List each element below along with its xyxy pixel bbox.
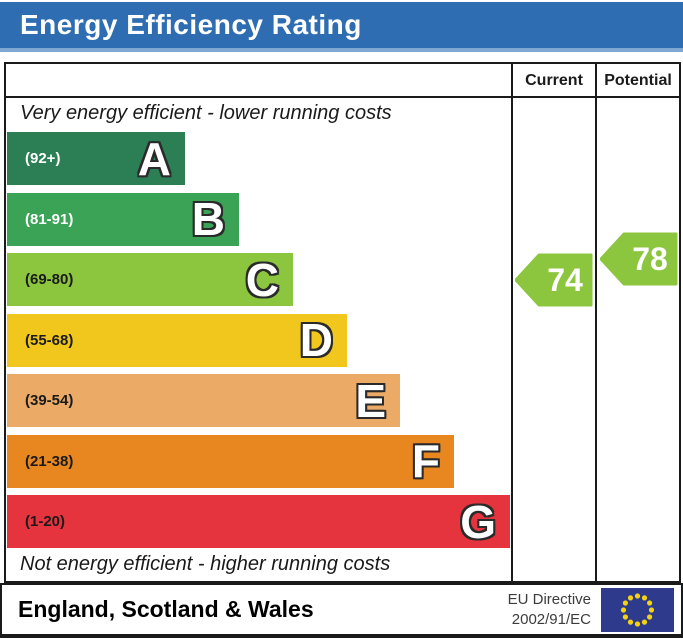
band-letter: B	[191, 193, 225, 245]
band-row-c: (69-80) C	[7, 253, 510, 306]
band-bar-c: (69-80) C	[7, 253, 293, 306]
band-row-f: (21-38) F	[7, 434, 510, 488]
band-range-label: (92+)	[25, 150, 61, 167]
band-row-g: (1-20) G	[7, 495, 510, 548]
column-header-current: Current	[525, 72, 583, 89]
band-bar-e: (39-54) E	[7, 374, 400, 427]
column-divider-potential	[595, 64, 597, 581]
band-range-label: (81-91)	[25, 210, 74, 228]
bottom-annotation: Not energy efficient - higher running co…	[20, 553, 391, 575]
energy-rating-chart: Current Potential Very energy efficient …	[4, 62, 681, 583]
band-row-d: (55-68) D	[7, 313, 510, 367]
potential-rating-value: 78	[632, 241, 668, 277]
band-letter: F	[411, 435, 440, 487]
band-row-b: (81-91) B	[7, 192, 510, 246]
band-range-label: (55-68)	[25, 331, 74, 349]
band-range-label: (69-80)	[25, 271, 74, 288]
band-letter: D	[299, 314, 333, 366]
band-bar-g: (1-20) G	[7, 495, 510, 548]
footer-bar: England, Scotland & Wales EU Directive 2…	[0, 583, 683, 638]
title-bar: Energy Efficiency Rating	[0, 2, 683, 52]
band-range-label: (21-38)	[25, 452, 74, 470]
bands: (92+) A (81-91) B (69-80) C (55-68) D (39-54) E (2…	[7, 132, 510, 556]
band-bar-f: (21-38) F	[7, 434, 454, 488]
eu-directive-line1: EU Directive	[507, 591, 591, 608]
current-rating-arrow: 74	[515, 253, 593, 307]
band-bar-a: (92+) A	[7, 132, 185, 185]
current-arrow-shape: 74	[515, 253, 593, 307]
potential-arrow-shape: 78	[600, 232, 678, 286]
band-bar-b: (81-91) B	[7, 192, 239, 246]
band-row-a: (92+) A	[7, 132, 510, 185]
band-letter: A	[137, 132, 171, 185]
potential-rating-arrow: 78	[600, 232, 678, 286]
band-range-label: (1-20)	[25, 513, 66, 530]
current-rating-value: 74	[547, 262, 583, 298]
region-label: England, Scotland & Wales	[18, 596, 314, 622]
eu-directive-text: EU Directive 2002/91/EC	[508, 590, 601, 629]
top-annotation: Very energy efficient - lower running co…	[20, 102, 392, 124]
band-bar-d: (55-68) D	[7, 313, 347, 367]
page-title: Energy Efficiency Rating	[20, 9, 362, 40]
band-row-e: (39-54) E	[7, 374, 510, 427]
band-range-label: (39-54)	[25, 392, 74, 409]
header-separator	[6, 96, 679, 98]
band-letter: C	[245, 253, 279, 306]
column-header-potential: Potential	[604, 72, 672, 89]
band-letter: E	[355, 374, 386, 427]
eu-directive-line2: 2002/91/EC	[511, 610, 591, 628]
band-letter: G	[460, 495, 496, 548]
eu-flag-icon	[601, 587, 674, 632]
column-divider-current	[511, 64, 513, 581]
